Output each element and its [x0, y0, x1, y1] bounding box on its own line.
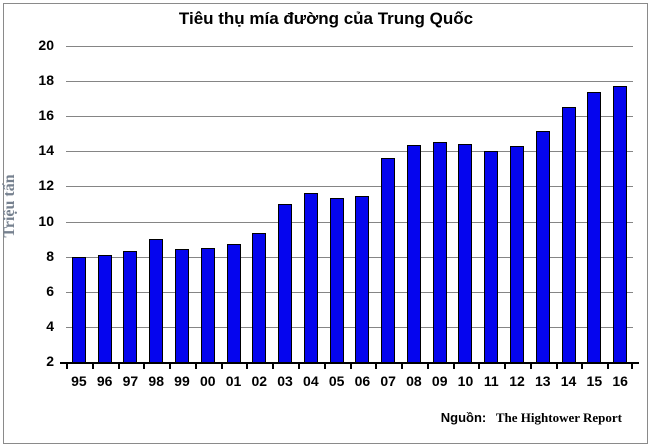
y-label-20: 20	[38, 37, 54, 53]
x-label-12: 12	[509, 373, 525, 389]
x-label-96: 96	[96, 373, 113, 389]
x-axis-tick	[246, 362, 249, 369]
x-axis-tick	[452, 362, 455, 369]
x-axis-tick	[478, 362, 481, 369]
x-axis-tick	[401, 362, 404, 369]
x-axis-tick	[349, 362, 352, 369]
x-label-02: 02	[251, 373, 268, 389]
bar-99	[174, 248, 189, 362]
bar-07	[381, 158, 396, 362]
x-label-07: 07	[380, 373, 396, 389]
bar-01	[226, 244, 241, 362]
y-axis-title: Triệu tấn	[1, 174, 18, 238]
gridline-20	[66, 46, 633, 47]
x-axis-tick	[581, 362, 584, 369]
bar-13	[535, 131, 550, 362]
x-axis-tick	[91, 362, 94, 369]
x-label-95: 95	[71, 373, 87, 389]
gridline-4	[66, 326, 633, 328]
x-label-08: 08	[406, 373, 422, 389]
gridline-12	[66, 186, 633, 188]
plot-area: 95 96 97 98 99 00 01 02 03 04 05 06 07 08 09 10 11 12 13 14…	[60, 46, 639, 389]
bar-15	[587, 91, 602, 362]
bar-05	[329, 197, 344, 362]
x-label-05: 05	[328, 373, 345, 389]
x-label-97: 97	[122, 373, 139, 389]
x-axis-tick	[529, 362, 532, 369]
x-axis-tick	[272, 362, 275, 369]
gridline-6	[66, 291, 633, 293]
x-axis-tick	[631, 362, 633, 369]
x-label-03: 03	[277, 373, 293, 389]
bar-08	[406, 145, 421, 362]
gridline-14	[66, 151, 633, 153]
x-label-01: 01	[225, 373, 242, 389]
bar-11	[484, 151, 499, 362]
gridline-18	[66, 81, 633, 83]
bar-04	[303, 193, 318, 362]
bar-14	[561, 107, 576, 362]
y-label-4: 4	[46, 317, 54, 334]
bar-95	[71, 256, 86, 362]
gridline-16	[66, 116, 633, 118]
y-label-18: 18	[38, 72, 54, 89]
x-axis-tick	[297, 362, 300, 369]
bar-98	[149, 239, 164, 362]
bar-00	[200, 247, 215, 362]
bar-16	[613, 85, 628, 362]
bar-97	[123, 251, 138, 362]
x-axis-tick	[607, 362, 610, 369]
x-label-16: 16	[612, 373, 628, 389]
gridline-10	[66, 221, 633, 223]
x-label-13: 13	[535, 373, 551, 389]
y-label-12: 12	[38, 177, 54, 194]
x-axis-tick	[169, 362, 172, 369]
x-axis-tick	[66, 362, 68, 369]
x-label-11: 11	[483, 373, 499, 389]
bar-02	[252, 232, 267, 362]
x-label-00: 00	[199, 373, 216, 389]
x-label-98: 98	[148, 373, 164, 389]
x-label-04: 04	[303, 373, 319, 389]
x-label-10: 10	[457, 373, 474, 389]
x-label-14: 14	[560, 373, 577, 389]
x-axis-tick	[220, 362, 223, 369]
y-label-14: 14	[38, 142, 54, 159]
bar-12	[510, 146, 525, 362]
y-label-8: 8	[46, 247, 54, 264]
gridline-8	[66, 256, 633, 258]
source-line: Nguồn: The Hightower Report	[441, 410, 622, 426]
chart-title: Tiêu thụ mía đường của Trung Quốc	[178, 9, 474, 28]
source-label: Nguồn:	[440, 410, 487, 425]
x-axis-tick	[375, 362, 378, 369]
y-label-2: 2	[46, 353, 54, 369]
x-axis-tick	[117, 362, 120, 369]
x-label-09: 09	[431, 373, 448, 389]
x-label-06: 06	[354, 373, 371, 389]
y-label-10: 10	[38, 212, 54, 229]
x-axis-tick	[555, 362, 558, 369]
x-label-99: 99	[174, 373, 190, 389]
x-label-15: 15	[586, 373, 603, 389]
x-axis-tick	[504, 362, 507, 369]
x-axis-tick	[194, 362, 197, 369]
x-axis-tick	[323, 362, 326, 369]
y-label-6: 6	[46, 282, 54, 299]
x-axis-tick	[426, 362, 429, 369]
bar-09	[432, 141, 447, 362]
source-value: The Hightower Report	[495, 410, 622, 425]
bar-03	[278, 204, 293, 362]
x-axis-tick	[143, 362, 146, 369]
bar-06	[355, 196, 370, 362]
y-label-16: 16	[38, 107, 54, 124]
bar-10	[458, 144, 473, 362]
bar-96	[97, 254, 112, 362]
